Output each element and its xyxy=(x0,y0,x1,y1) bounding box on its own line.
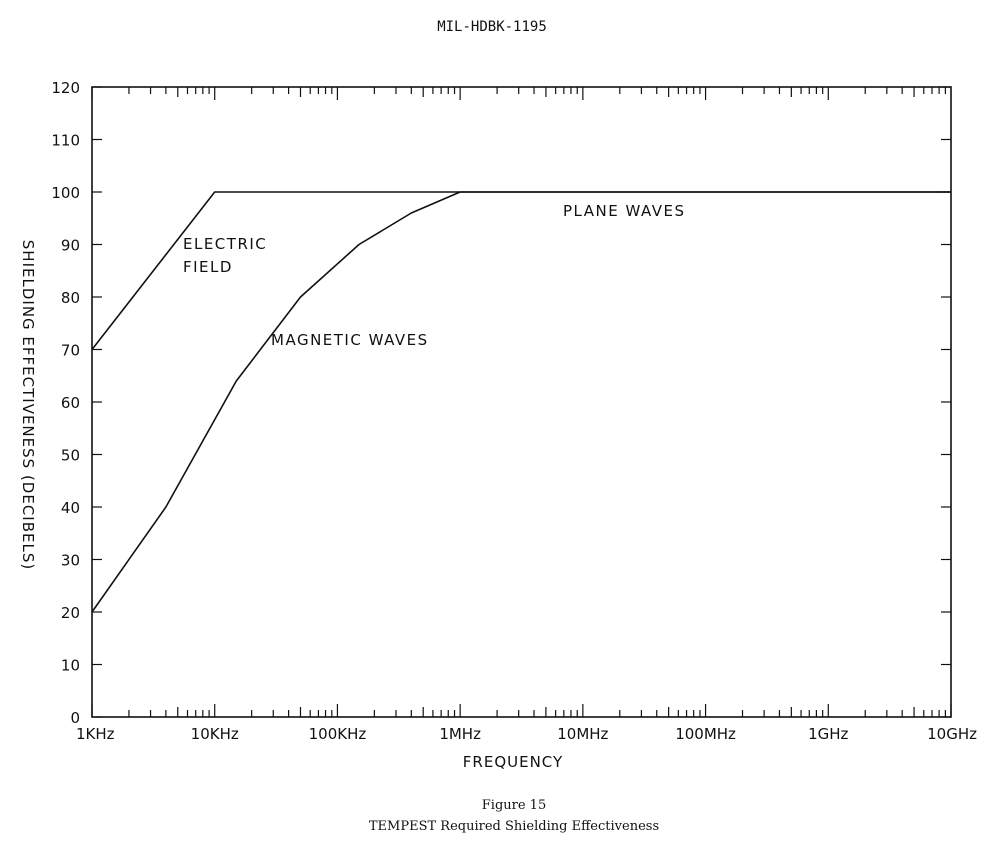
x-axis-title: FREQUENCY xyxy=(463,753,563,771)
x-tick-label: 1KHz xyxy=(76,725,115,743)
y-tick-label: 70 xyxy=(61,342,80,360)
electric-field-label-line-2: FIELD xyxy=(183,258,233,276)
y-tick-label: 20 xyxy=(61,604,80,622)
x-axis-tick-labels: 1KHz 10KHz 100KHz 1MHz 10MHz 100MHz 1GHz 10GHz xyxy=(76,725,977,743)
y-axis-title: SHIELDING EFFECTIVENESS (DECIBELS) xyxy=(19,240,37,570)
y-tick-label: 80 xyxy=(61,289,80,307)
x-tick-label: 1GHz xyxy=(808,725,848,743)
document-header: MIL-HDBK-1195 xyxy=(437,19,547,35)
y-tick-label: 50 xyxy=(61,447,80,465)
x-tick-label: 10KHz xyxy=(191,725,239,743)
x-tick-label: 100MHz xyxy=(675,725,736,743)
figure-caption: TEMPEST Required Shielding Effectiveness xyxy=(369,819,659,834)
plane-waves-label: PLANE WAVES xyxy=(563,202,686,220)
plot-frame xyxy=(91,86,952,718)
x-tick-label: 10GHz xyxy=(927,725,977,743)
y-tick-label: 40 xyxy=(61,499,80,517)
y-tick-label: 30 xyxy=(61,552,80,570)
x-axis-ticks xyxy=(91,87,952,717)
plot-area: 1KHz 10KHz 100KHz 1MHz 10MHz 100MHz 1GHz 10GHz … xyxy=(51,79,977,743)
electric-field-label-line-1: ELECTRIC xyxy=(183,235,267,253)
y-tick-label: 90 xyxy=(61,237,80,255)
x-tick-label: 100KHz xyxy=(309,725,367,743)
magnetic-waves-label: MAGNETIC WAVES xyxy=(271,331,429,349)
y-tick-label: 0 xyxy=(70,709,80,727)
y-axis-ticks xyxy=(92,86,951,718)
series-lines xyxy=(91,191,952,613)
y-axis-tick-labels: 0 10 20 30 40 50 60 70 80 90 100 110 120 xyxy=(51,79,80,727)
y-tick-label: 120 xyxy=(51,79,80,97)
y-tick-label: 10 xyxy=(61,657,80,675)
x-tick-label: 10MHz xyxy=(557,725,608,743)
y-tick-label: 100 xyxy=(51,184,80,202)
y-tick-label: 60 xyxy=(61,394,80,412)
magnetic-waves-line xyxy=(91,191,951,613)
x-tick-label: 1MHz xyxy=(439,725,481,743)
y-tick-label: 110 xyxy=(51,132,80,150)
figure-number: Figure 15 xyxy=(482,798,546,813)
